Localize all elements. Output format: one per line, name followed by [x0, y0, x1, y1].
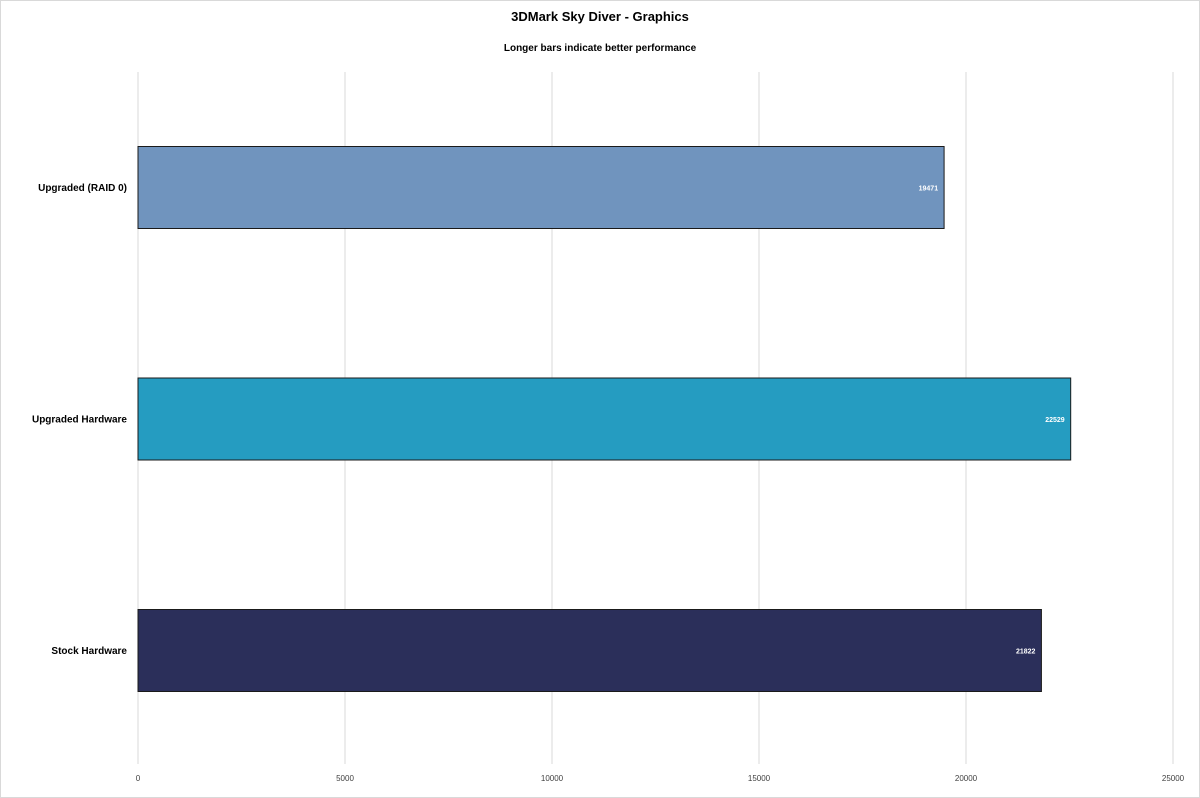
x-tick-label-15000: 15000	[748, 774, 771, 783]
category-label-2: Stock Hardware	[51, 646, 127, 657]
bars	[137, 146, 1072, 692]
bar-1	[137, 377, 1072, 461]
category-label-0: Upgraded (RAID 0)	[38, 183, 127, 194]
x-tick-label-25000: 25000	[1162, 774, 1185, 783]
chart-subtitle: Longer bars indicate better performance	[503, 43, 697, 54]
category-label-1: Upgraded Hardware	[32, 415, 127, 426]
data-label-1: 22529	[1045, 417, 1065, 424]
chart-title: 3DMark Sky Diver - Graphics	[511, 9, 689, 24]
x-tick-label-0: 0	[136, 774, 141, 783]
x-tick-label-10000: 10000	[541, 774, 564, 783]
x-tick-label-20000: 20000	[955, 774, 978, 783]
x-tick-label-5000: 5000	[336, 774, 354, 783]
bar-0	[137, 146, 945, 229]
data-label-0: 19471	[919, 186, 939, 193]
data-label-2: 21822	[1016, 649, 1036, 656]
labels: 0 5000 10000 15000 20000 25000 Upgraded (RAID …	[32, 183, 1185, 783]
bar-2	[137, 609, 1042, 692]
